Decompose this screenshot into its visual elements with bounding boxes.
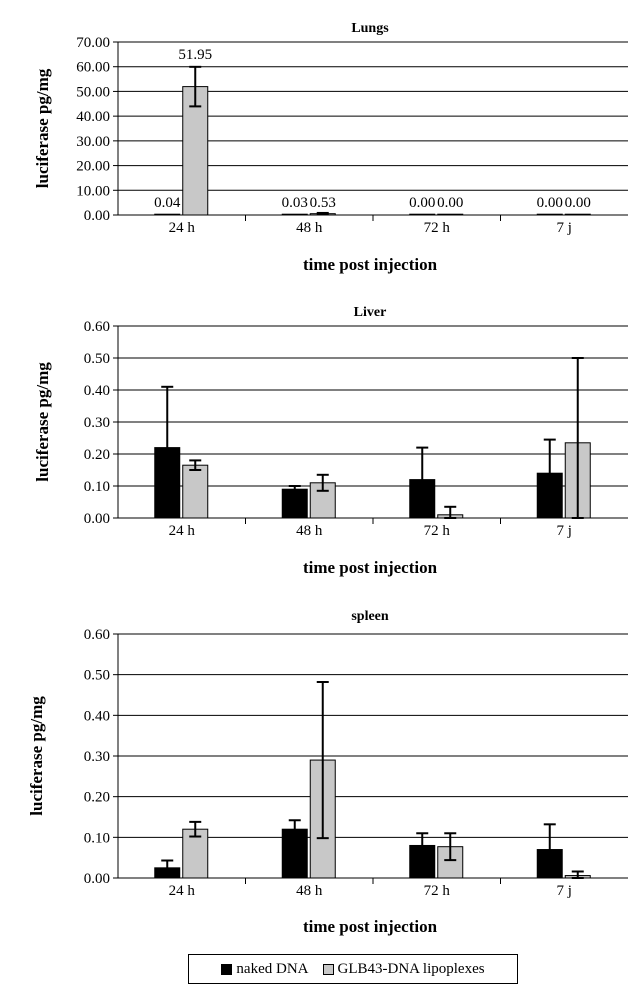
chart-panel-liver: 0.00 0.10 0.20 0.30 0.40 0.50 0.60 Liver lucifer… [33,305,628,577]
x-tick-label: 48 h [296,523,323,539]
x-tick-label: 72 h [424,220,451,236]
y-tick-label: 0.20 [84,447,110,463]
legend-swatch-naked-dna [221,963,233,975]
data-label: 0.53 [310,195,336,211]
y-tick-label: 0.00 [84,208,110,224]
y-axis-label: luciferase pg/mg [33,68,52,188]
y-tick-label: 70.00 [76,35,110,51]
chart-title: Liver [354,305,387,320]
chart-title: spleen [351,609,389,624]
legend-swatch-lipoplexes [322,963,334,975]
x-tick-label: 24 h [169,523,196,539]
y-tick-label: 0.60 [84,319,110,335]
y-tick-label: 0.40 [84,708,110,724]
y-tick-label: 0.50 [84,668,110,684]
data-label: 0.00 [565,195,591,211]
chart-panel-lungs: 0.00 10.00 20.00 30.00 40.00 50.00 60.00 70.00 L… [33,21,628,274]
bar-naked-dna [154,213,181,216]
data-label: 0.00 [437,195,463,211]
y-tick-label: 50.00 [76,84,110,100]
y-tick-label: 0.20 [84,790,110,806]
bar-lipoplexes [182,464,209,519]
y-tick-label: 20.00 [76,159,110,175]
chart-title: Lungs [351,21,389,36]
y-tick-label: 0.50 [84,351,110,367]
data-label: 51.95 [178,47,212,63]
bar-lipoplexes [437,213,464,216]
x-axis-label: time post injection [303,917,438,936]
x-axis-label: time post injection [303,558,438,577]
y-axis-label: luciferase pg/mg [33,362,52,482]
y-tick-label: 0.00 [84,511,110,527]
y-tick-label: 0.30 [84,415,110,431]
x-tick-label: 24 h [169,220,196,236]
chart-panel-spleen: 0.00 0.10 0.20 0.30 0.40 0.50 0.60 spleen lucife… [27,609,628,936]
x-tick-label: 72 h [424,523,451,539]
bar-lipoplexes [564,213,591,216]
y-tick-label: 0.60 [84,627,110,643]
x-tick-label: 48 h [296,883,323,899]
y-tick-label: 0.30 [84,749,110,765]
y-tick-label: 10.00 [76,183,110,199]
y-tick-label: 40.00 [76,109,110,125]
x-tick-label: 72 h [424,883,451,899]
bar-naked-dna [536,213,563,216]
bar-naked-dna [281,488,308,519]
legend-label-lipoplexes: GLB43-DNA lipoplexes [337,960,485,977]
data-label: 0.04 [154,195,181,211]
legend-item-naked-dna: naked DNA [221,960,309,978]
x-axis-label: time post injection [303,255,438,274]
x-tick-label: 48 h [296,220,323,236]
x-tick-label: 24 h [169,883,196,899]
legend-label-naked-dna: naked DNA [236,960,309,977]
y-tick-label: 0.10 [84,479,110,495]
y-tick-label: 60.00 [76,60,110,76]
data-label: 0.00 [537,195,563,211]
legend: naked DNA GLB43-DNA lipoplexes [188,954,518,984]
x-tick-label: 7 j [557,523,572,539]
y-axis-label: luciferase pg/mg [27,696,46,816]
legend-item-lipoplexes: GLB43-DNA lipoplexes [322,960,485,978]
y-tick-label: 0.00 [84,871,110,887]
y-tick-label: 30.00 [76,134,110,150]
y-tick-label: 0.10 [84,830,110,846]
y-tick-label: 0.40 [84,383,110,399]
data-label: 0.00 [409,195,435,211]
x-tick-label: 7 j [557,883,572,899]
bar-lipoplexes [182,86,209,216]
bar-naked-dna [409,213,436,216]
data-label: 0.03 [282,195,308,211]
x-tick-label: 7 j [557,220,572,236]
bar-naked-dna [281,213,308,216]
